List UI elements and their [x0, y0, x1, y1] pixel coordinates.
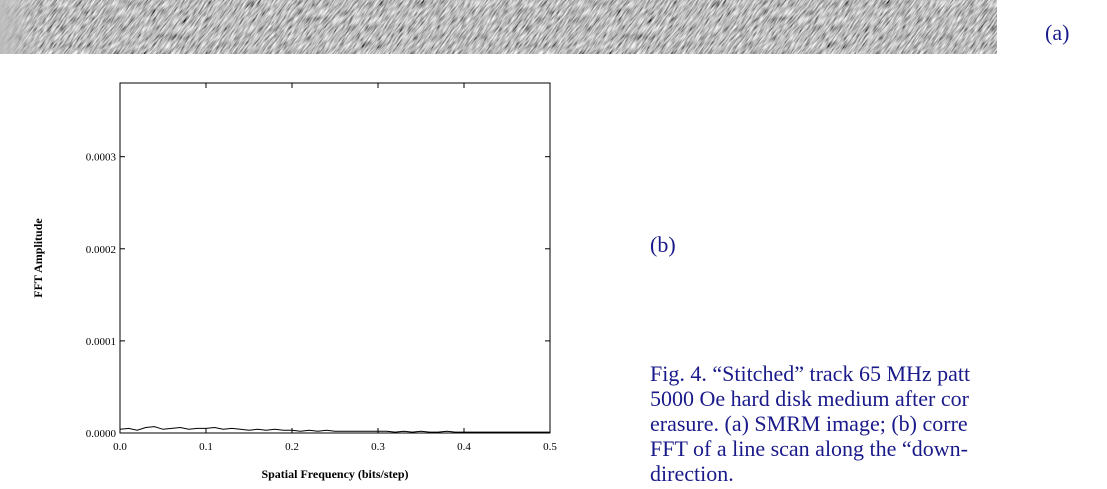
x-tick-label: 0.0: [113, 441, 127, 453]
y-tick-label: 0.0002: [86, 244, 116, 256]
y-tick-label: 0.0001: [86, 336, 116, 348]
y-axis-ticks: 0.0000 0.0001 0.0002 0.0003: [86, 152, 550, 440]
figure-caption: Fig. 4. “Stitched” track 65 MHz patt 500…: [650, 361, 1107, 489]
x-axis-label: Spatial Frequency (bits/step): [261, 467, 408, 481]
x-tick-label: 0.3: [371, 441, 385, 453]
panel-label-b: (b): [650, 232, 676, 257]
series-layer: [119, 426, 550, 433]
smrm-image: [0, 0, 997, 54]
caption-line-4: FFT of a line scan along the “down-: [650, 436, 968, 461]
x-tick-label: 0.5: [543, 441, 557, 453]
x-tick-label: 0.4: [457, 441, 471, 453]
panel-label-a: (a): [1045, 20, 1070, 45]
caption-line-2: 5000 Oe hard disk medium after cor: [650, 386, 969, 411]
fft-chart: 0.0 0.1 0.2 0.3 0.4 0.5 0.00000.00010.00020.0…: [31, 82, 557, 481]
y-axis-label: FFT Amplitude: [31, 218, 45, 298]
x-tick-label: 0.1: [199, 441, 213, 453]
y-tick-label: 0.0003: [86, 152, 117, 164]
caption-line-5: direction.: [650, 461, 734, 486]
fft-series-line: [119, 426, 550, 433]
x-tick-label: 0.2: [285, 441, 299, 453]
plot-frame: [119, 82, 551, 434]
x-axis-ticks: 0.0 0.1 0.2 0.3 0.4 0.5: [113, 83, 557, 453]
caption-line-1: Fig. 4. “Stitched” track 65 MHz patt: [650, 361, 971, 386]
caption-line-3: erasure. (a) SMRM image; (b) corre: [650, 411, 968, 436]
y-tick-label: 0.0000: [86, 428, 117, 440]
